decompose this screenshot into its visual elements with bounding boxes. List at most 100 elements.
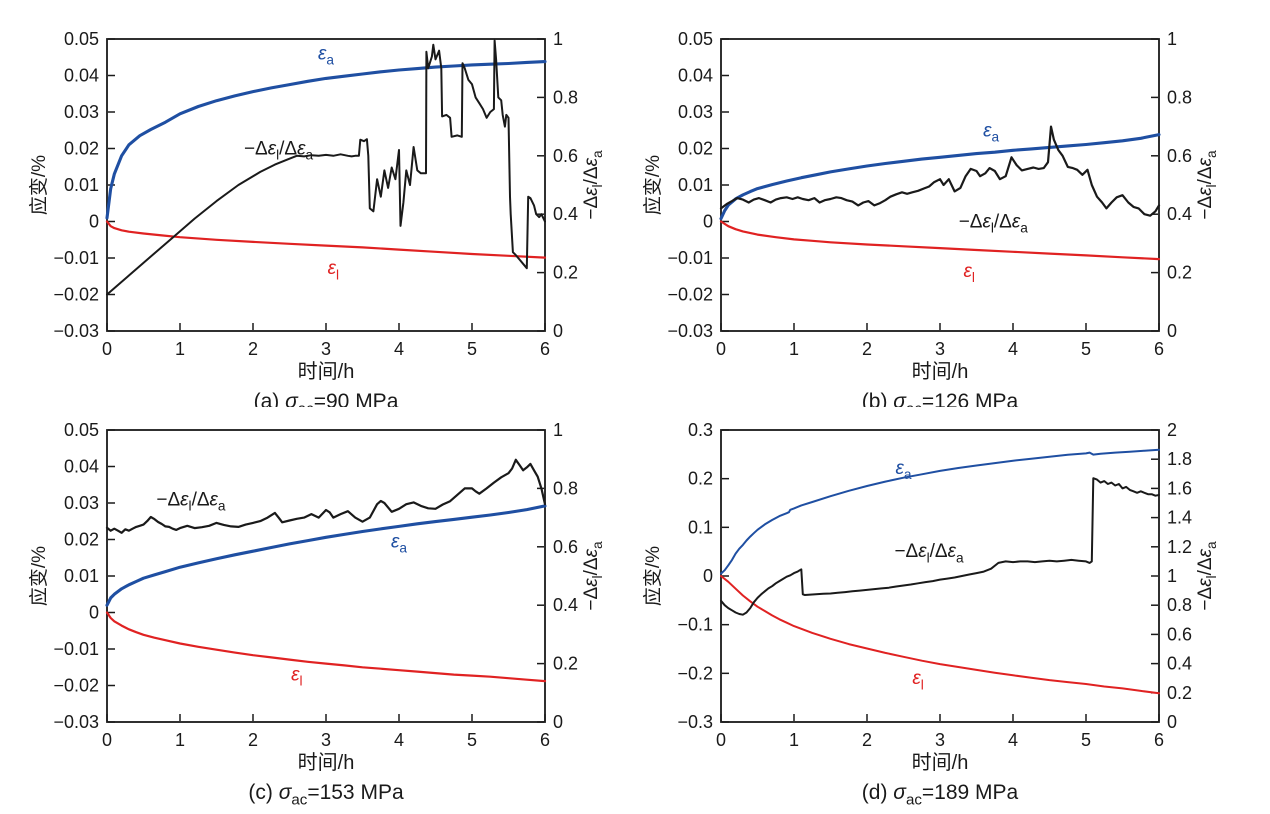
series-epsilon-l [105,611,547,683]
y-axis-label-left: 应变/% [28,546,50,606]
x-axis-label: 时间/h [912,360,969,383]
y-right-tick-label: 1 [553,420,563,440]
y-left-tick-label: 0.02 [64,139,99,159]
y-right-tick-label: 0.6 [553,146,578,166]
y-left-tick-label: 0.04 [678,66,713,86]
chart-b: 0 1 2 3 4 5 6 0.05 0.04 0.03 0.02 0.01 0 −0.01 −0.02 −0… [642,29,1219,407]
series-epsilon-l [105,220,547,259]
x-tick-label: 4 [1008,339,1018,359]
x-tick-label: 3 [321,730,331,750]
caption: (c) σac=153 MPa [248,781,404,809]
y-left-tick-label: −0.2 [677,663,713,683]
x-axis-label: 时间/h [912,751,969,774]
y-right-tick-label: 0.4 [1167,654,1192,674]
chart-a: 0 1 2 3 4 5 6 0.05 0.04 0.03 0.02 0.01 0 −0.01 −0.02 −0… [28,29,605,407]
y-left-tick-label: 0 [89,603,99,623]
y-right-tick-label: 0.2 [553,654,578,674]
y-left-tick-label: −0.01 [667,248,713,268]
y-right-tick-label: 0.6 [553,537,578,557]
x-axis-label: 时间/h [298,751,355,774]
y-left-tick-label: 0.02 [678,139,713,159]
series-ratio [106,39,546,296]
y-left-tick-label: −0.03 [53,321,99,341]
curve-label-ratio: −Δεl/Δεa [156,489,226,513]
y-right-tick-label: 0 [553,321,563,341]
y-right-tick-label: 1 [1167,566,1177,586]
y-left-tick-label: −0.03 [667,321,713,341]
y-right-tick-label: 0.6 [1167,624,1192,644]
y-left-tick-label: 0.05 [64,420,99,440]
y-left-tick-label: 0.1 [688,517,713,537]
y-left-tick-label: 0.01 [64,175,99,195]
series-epsilon-a [105,60,547,220]
curve-label-ratio: −Δεl/Δεa [244,139,314,163]
x-tick-label: 2 [862,730,872,750]
y-right-tick-label: 0.6 [1167,146,1192,166]
y-left-tick-label: 0.01 [678,175,713,195]
y-axis-label-right: −Δεl/Δεa [581,150,605,220]
y-axis-label-left: 应变/% [28,155,50,215]
panel-c: 0 1 2 3 4 5 6 0.05 0.04 0.03 0.02 0.01 0 −0.01 −0.02 −0… [0,407,635,814]
y-axis-label-right: −Δεl/Δεa [1195,541,1219,611]
curve-label-epsilon-a: εa [391,531,407,555]
y-right-tick-label: 0.2 [1167,683,1192,703]
series-epsilon-a [719,133,1161,221]
x-tick-label: 6 [1154,339,1164,359]
chart-c: 0 1 2 3 4 5 6 0.05 0.04 0.03 0.02 0.01 0 −0.01 −0.02 −0… [28,420,605,809]
y-left-tick-label: 0.04 [64,457,99,477]
x-tick-label: 5 [1081,339,1091,359]
series-epsilon-a [720,448,1160,575]
curve-label-epsilon-a: εa [896,458,912,482]
x-tick-label: 4 [394,730,404,750]
plot-border [720,38,1160,332]
x-tick-label: 2 [862,339,872,359]
y-left-tick-label: 0.05 [64,29,99,49]
y-right-tick-label: 0.8 [1167,87,1192,107]
x-tick-label: 3 [935,730,945,750]
y-left-tick-label: −0.01 [53,248,99,268]
plot-border [106,429,546,723]
y-left-tick-label: 0.05 [678,29,713,49]
y-left-tick-label: 0 [89,212,99,232]
y-right-tick-label: 0.8 [553,87,578,107]
y-right-tick-label: 0 [553,712,563,732]
x-tick-label: 1 [789,730,799,750]
x-tick-label: 2 [248,730,258,750]
y-right-tick-label: 0.2 [553,263,578,283]
panel-b: 0 1 2 3 4 5 6 0.05 0.04 0.03 0.02 0.01 0 −0.01 −0.02 −0… [635,0,1270,407]
caption: (b) σac=126 MPa [862,390,1019,407]
y-left-tick-label: −0.01 [53,639,99,659]
y-left-tick-label: 0.04 [64,66,99,86]
curve-label-epsilon-l: εl [328,258,339,282]
plot-border [106,38,546,332]
x-tick-label: 3 [321,339,331,359]
series-epsilon-a [105,504,547,607]
series-epsilon-l [720,575,1160,695]
curve-label-epsilon-a: εa [983,120,999,144]
caption: (a) σac=90 MPa [254,390,399,407]
y-axis-label-right: −Δεl/Δεa [1195,150,1219,220]
chart-d: 0 1 2 3 4 5 6 0.3 0.2 0.1 0 −0.1 −0.2 −0.3 2 1.8 1.6 1.4 1… [642,420,1219,809]
series-ratio [719,125,1161,217]
y-left-tick-label: 0.03 [64,493,99,513]
panel-d: 0 1 2 3 4 5 6 0.3 0.2 0.1 0 −0.1 −0.2 −0.3 2 1.8 1.6 1.4 1… [635,407,1270,814]
x-tick-label: 6 [1154,730,1164,750]
x-tick-label: 6 [540,339,550,359]
x-tick-label: 3 [935,339,945,359]
y-right-tick-label: 2 [1167,420,1177,440]
x-tick-label: 1 [175,730,185,750]
y-left-tick-label: 0.01 [64,566,99,586]
y-axis-label-left: 应变/% [642,546,664,606]
curve-label-epsilon-l: εl [912,668,923,692]
x-tick-label: 4 [1008,730,1018,750]
y-left-tick-label: −0.03 [53,712,99,732]
x-tick-label: 0 [716,339,726,359]
y-left-tick-label: −0.02 [53,285,99,305]
y-axis-label-right: −Δεl/Δεa [581,541,605,611]
y-right-tick-label: 0 [1167,712,1177,732]
y-right-tick-label: 0.4 [553,595,578,615]
x-tick-label: 0 [716,730,726,750]
panel-a: 0 1 2 3 4 5 6 0.05 0.04 0.03 0.02 0.01 0 −0.01 −0.02 −0… [0,0,635,407]
y-right-tick-label: 1 [553,29,563,49]
